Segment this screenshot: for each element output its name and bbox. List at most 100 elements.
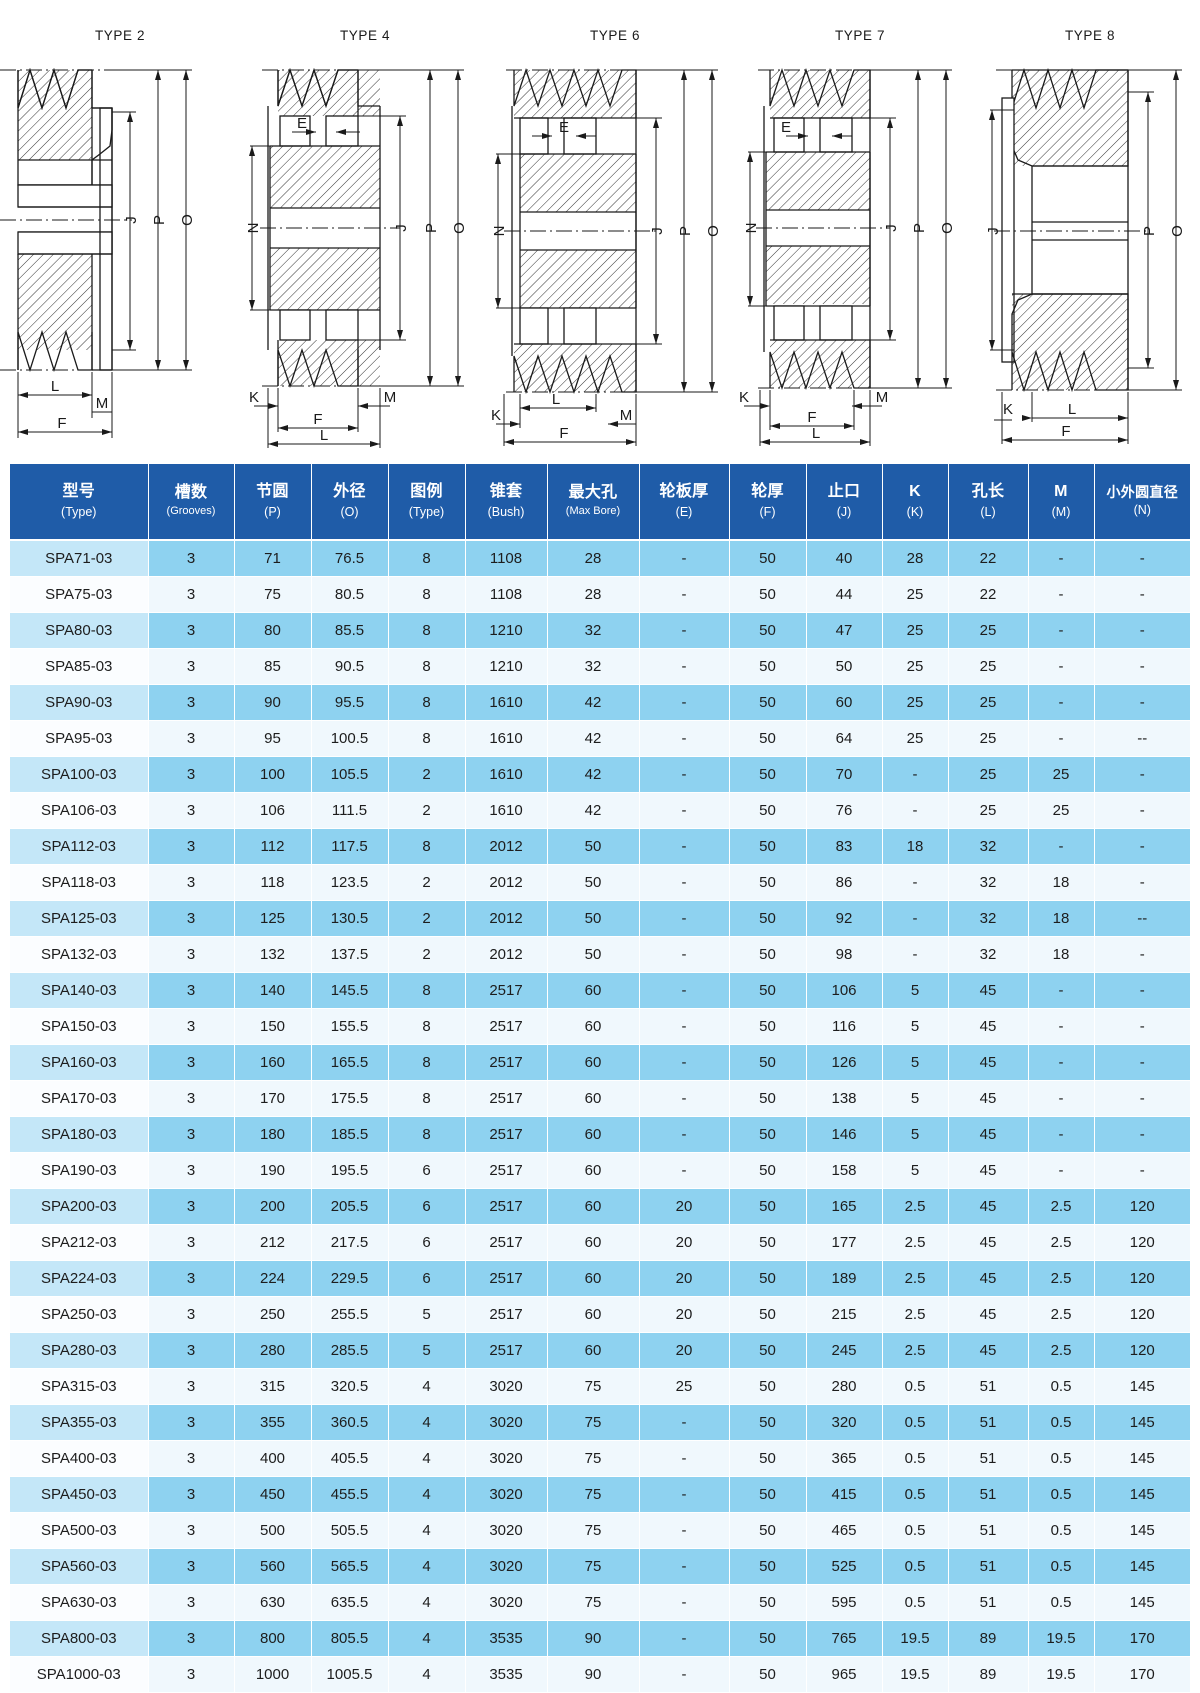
table-row[interactable]: SPA90-03 3 90 95.5 8 1610 42-50 60 25 25- - [10,684,1190,721]
table-row[interactable]: SPA190-03 3 190 195.5 6 2517 60-50 158 5 45- - [10,1152,1190,1189]
cell-j: 215 [806,1296,883,1333]
cell-p: 106 [234,792,312,829]
cell-l: 45 [948,972,1029,1009]
table-row[interactable]: SPA280-03 3 280 285.5 5 2517 60 20 50 245 2.5 45 2.5… [10,1332,1190,1369]
cell-k: 2.5 [882,1188,949,1225]
cell-m: 25 [1028,756,1095,793]
table-body: SPA71-03 3 71 76.5 8 1108 28-50 40 28 22- - SPA75-0… [10,540,1190,1693]
cell-l: 89 [948,1620,1029,1657]
cell-j: 50 [806,648,883,685]
cell-grooves: 3 [148,1404,235,1441]
cell-max bore: 60 [547,1296,640,1333]
cell-k: 25 [882,612,949,649]
cell-m: 0.5 [1028,1368,1095,1405]
cell-j: 126 [806,1044,883,1081]
table-row[interactable]: SPA132-03 3 132 137.5 2 2012 50-50 98-32 18- [10,936,1190,973]
cell-j: 116 [806,1008,883,1045]
cell-p: 224 [234,1260,312,1297]
cell-type: 2 [388,792,466,829]
cell-e: - [639,1512,730,1549]
table-row[interactable]: SPA400-03 3 400 405.5 4 3020 75-50 365 0.5 51 0.5 1… [10,1440,1190,1477]
cell-p: 355 [234,1404,312,1441]
table-row[interactable]: SPA85-03 3 85 90.5 8 1210 32-50 50 25 25- - [10,648,1190,685]
cell-o: 229.5 [311,1260,389,1297]
table-row[interactable]: SPA112-03 3 112 117.5 8 2012 50-50 83 18 32- - [10,828,1190,865]
cell-m: 2.5 [1028,1260,1095,1297]
cell-o: 85.5 [311,612,389,649]
drawing-type-2: J P O L M [0,67,196,438]
table-row[interactable]: SPA500-03 3 500 505.5 4 3020 75-50 465 0.5 51 0.5 1… [10,1512,1190,1549]
table-row[interactable]: SPA200-03 3 200 205.5 6 2517 60 20 50 165 2.5 45 2.5… [10,1188,1190,1225]
cell-j: 64 [806,720,883,757]
table-row[interactable]: SPA71-03 3 71 76.5 8 1108 28-50 40 28 22- - [10,540,1190,577]
table-row[interactable]: SPA1000-03 3 1000 1005.5 4 3535 90-50 965 19.5 89… [10,1656,1190,1693]
figure-title-type-6: TYPE 6 [589,28,641,43]
cell-bush: 3020 [465,1476,548,1513]
cell-o: 175.5 [311,1080,389,1117]
table-row[interactable]: SPA800-03 3 800 805.5 4 3535 90-50 765 19.5 89 19.… [10,1620,1190,1657]
cell-m: 2.5 [1028,1332,1095,1369]
cell-type: SPA170-03 [10,1080,149,1117]
cell-k: 0.5 [882,1584,949,1621]
table-row[interactable]: SPA560-03 3 560 565.5 4 3020 75-50 525 0.5 51 0.5 1… [10,1548,1190,1585]
cell-grooves: 3 [148,864,235,901]
cell-k: 2.5 [882,1260,949,1297]
cell-p: 500 [234,1512,312,1549]
table-row[interactable]: SPA315-03 3 315 320.5 4 3020 75 25 50 280 0.5 51 0.5… [10,1368,1190,1405]
cell-type: SPA112-03 [10,828,149,865]
cell-j: 86 [806,864,883,901]
table-row[interactable]: SPA170-03 3 170 175.5 8 2517 60-50 138 5 45- - [10,1080,1190,1117]
cell-max bore: 75 [547,1368,640,1405]
table-row[interactable]: SPA450-03 3 450 455.5 4 3020 75-50 415 0.5 51 0.5 1… [10,1476,1190,1513]
table-row[interactable]: SPA118-03 3 118 123.5 2 2012 50-50 86-32 18- [10,864,1190,901]
cell-max bore: 60 [547,1224,640,1261]
column-header-en: (M) [1051,504,1071,519]
cell-j: 165 [806,1188,883,1225]
cell-type: SPA75-03 [10,576,149,613]
cell-grooves: 3 [148,1476,235,1513]
column-header-cn: 止口 [827,483,861,501]
table-row[interactable]: SPA250-03 3 250 255.5 5 2517 60 20 50 215 2.5 45 2.5… [10,1296,1190,1333]
table-row[interactable]: SPA75-03 3 75 80.5 8 1108 28-50 44 25 22- - [10,576,1190,613]
cell-l: 51 [948,1476,1029,1513]
table-row[interactable]: SPA95-03 3 95 100.5 8 1610 42-50 64 25 25- -- [10,720,1190,757]
table-row[interactable]: SPA212-03 3 212 217.5 6 2517 60 20 50 177 2.5 45 2.5… [10,1224,1190,1261]
table-row[interactable]: SPA150-03 3 150 155.5 8 2517 60-50 116 5 45- - [10,1008,1190,1045]
cell-l: 45 [948,1044,1029,1081]
cell-bush: 2012 [465,900,548,937]
table-row[interactable]: SPA140-03 3 140 145.5 8 2517 60-50 106 5 45- - [10,972,1190,1009]
column-header-cn: 孔长 [971,483,1005,501]
column-header-cn: 轮厚 [751,483,784,501]
cell-p: 180 [234,1116,312,1153]
cell-max bore: 75 [547,1548,640,1585]
cell-type: SPA85-03 [10,648,149,685]
table-row[interactable]: SPA224-03 3 224 229.5 6 2517 60 20 50 189 2.5 45 2.5… [10,1260,1190,1297]
table-row[interactable]: SPA630-03 3 630 635.5 4 3020 75-50 595 0.5 51 0.5 1… [10,1584,1190,1621]
table-row[interactable]: SPA80-03 3 80 85.5 8 1210 32-50 47 25 25- - [10,612,1190,649]
cell-type: 8 [388,972,466,1009]
cell-e: - [639,684,730,721]
cell-f: 50 [729,540,807,577]
table-row[interactable]: SPA180-03 3 180 185.5 8 2517 60-50 146 5 45- - [10,1116,1190,1153]
table-row[interactable]: SPA100-03 3 100 105.5 2 1610 42-50 70-25 25- [10,756,1190,793]
figure-type-7: TYPE 7 [740,0,980,455]
table-row[interactable]: SPA106-03 3 106 111.5 2 1610 42-50 76-25 25- [10,792,1190,829]
column-header-en: (P) [264,504,281,519]
table-row[interactable]: SPA355-03 3 355 360.5 4 3020 75-50 320 0.5 51 0.5 1… [10,1404,1190,1441]
cell-j: 70 [806,756,883,793]
cell-l: 25 [948,648,1029,685]
cell-l: 51 [948,1404,1029,1441]
cell-f: 50 [729,1620,807,1657]
cell-m: - [1028,1116,1095,1153]
cell-bush: 2517 [465,1224,548,1261]
cell-type: SPA250-03 [10,1296,149,1333]
cell-f: 50 [729,1332,807,1369]
cell-e: - [639,1116,730,1153]
table-row[interactable]: SPA160-03 3 160 165.5 8 2517 60-50 126 5 45- - [10,1044,1190,1081]
table-row[interactable]: SPA125-03 3 125 130.5 2 2012 50-50 92-32 18 -- [10,900,1190,937]
cell-o: 205.5 [311,1188,389,1225]
cell-max bore: 42 [547,684,640,721]
cell-type: 5 [388,1332,466,1369]
cell-m: - [1028,540,1095,577]
cell-f: 50 [729,1044,807,1081]
